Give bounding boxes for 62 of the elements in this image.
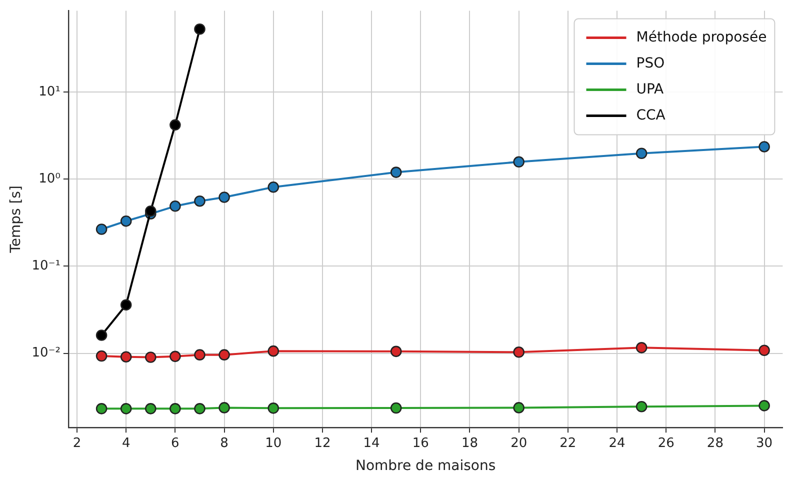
- point: [513, 402, 524, 414]
- point: [268, 345, 280, 357]
- point: [758, 400, 770, 412]
- legend-label: UPA: [636, 81, 664, 98]
- x-tick-label: 12: [314, 436, 331, 451]
- point: [390, 166, 402, 178]
- point: [513, 346, 524, 358]
- point: [170, 350, 181, 362]
- x-tick-label: 10: [265, 436, 282, 451]
- point: [170, 119, 181, 131]
- x-tick-label: 8: [220, 436, 228, 451]
- point: [96, 224, 108, 235]
- point: [96, 350, 108, 362]
- x-tick-label: 26: [658, 436, 674, 451]
- point: [194, 23, 206, 35]
- point: [120, 299, 132, 311]
- y-tick-label: 10⁻¹: [32, 258, 60, 274]
- point: [144, 352, 156, 363]
- x-tick-label: 2: [72, 436, 82, 451]
- point: [144, 205, 156, 217]
- x-tick-label: 28: [706, 436, 724, 451]
- point: [636, 342, 648, 354]
- point: [194, 403, 206, 414]
- point: [268, 402, 280, 414]
- point: [218, 349, 230, 360]
- point: [120, 403, 132, 414]
- y-tick-label: 10⁰: [38, 172, 60, 187]
- y-tick-label: 10¹: [38, 84, 60, 100]
- point: [170, 403, 181, 414]
- point: [96, 330, 108, 341]
- x-tick-label: 18: [461, 436, 478, 451]
- legend-label: Méthode proposée: [636, 29, 767, 46]
- x-tick-label: 20: [510, 436, 528, 451]
- point: [513, 156, 524, 168]
- x-axis-title: Nombre de maisons: [355, 458, 496, 474]
- point: [758, 344, 770, 356]
- point: [268, 182, 280, 193]
- y-axis-title: Temps [s]: [8, 186, 24, 254]
- y-tick-label: 10⁻²: [32, 346, 60, 361]
- x-tick-label: 14: [363, 436, 380, 451]
- point: [120, 215, 132, 227]
- point: [636, 400, 648, 412]
- point: [218, 192, 230, 203]
- point: [758, 141, 770, 152]
- point: [120, 351, 132, 362]
- point: [144, 403, 156, 414]
- point: [218, 402, 230, 414]
- legend-label: PSO: [636, 55, 665, 72]
- x-tick-label: 16: [412, 436, 429, 451]
- x-tick-label: 30: [756, 436, 773, 451]
- x-tick-label: 22: [560, 436, 576, 451]
- point: [194, 349, 206, 360]
- point: [96, 403, 108, 414]
- legend-label: CCA: [636, 107, 666, 124]
- point: [390, 346, 402, 358]
- point: [390, 402, 402, 414]
- point: [194, 195, 206, 207]
- point: [170, 200, 181, 212]
- x-tick-label: 6: [171, 436, 180, 451]
- x-tick-label: 24: [608, 436, 626, 451]
- point: [636, 148, 648, 160]
- x-tick-label: 4: [122, 436, 130, 451]
